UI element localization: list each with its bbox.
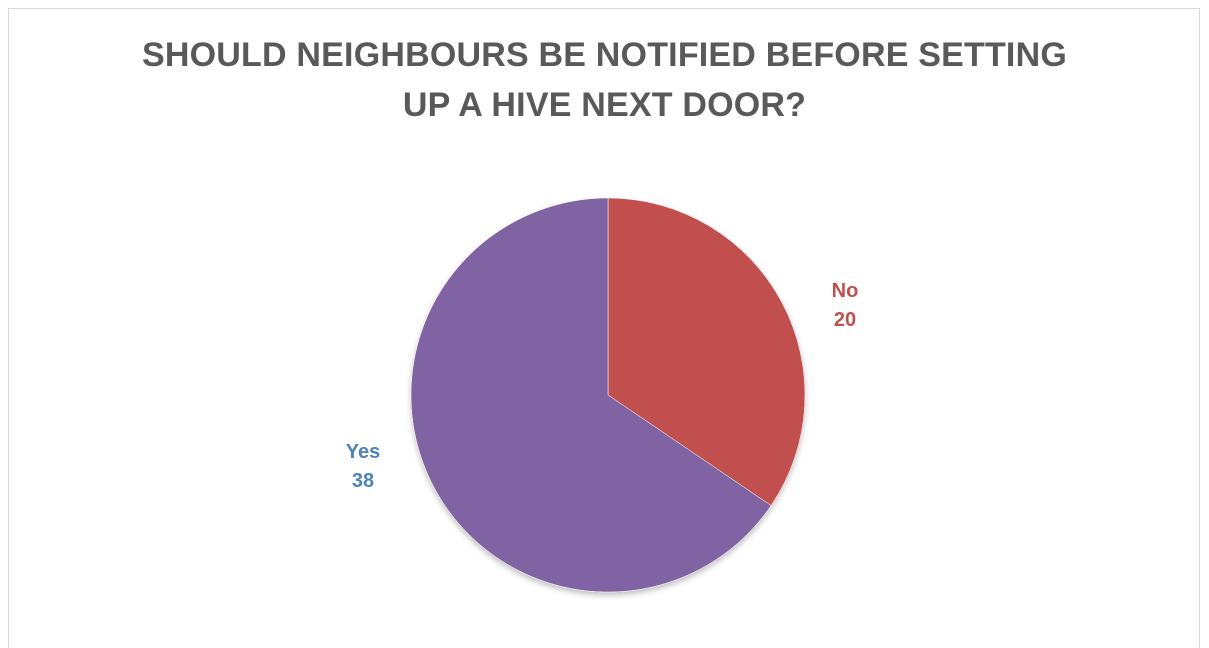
data-label-value: 20 xyxy=(834,309,856,331)
data-label-yes: Yes 38 xyxy=(346,441,380,492)
data-label-value: 38 xyxy=(352,470,374,492)
pie-slice-yes xyxy=(410,197,772,593)
pie-slice-no xyxy=(607,197,806,506)
chart-title-line-1: SHOULD NEIGHBOURS BE NOTIFIED BEFORE SET… xyxy=(142,36,1067,74)
pie-data-labels: No 20 Yes 38 xyxy=(346,280,859,492)
pie-slices xyxy=(410,197,806,593)
data-label-category: No xyxy=(832,280,859,302)
chart-title: SHOULD NEIGHBOURS BE NOTIFIED BEFORE SET… xyxy=(0,30,1209,130)
chart-title-line-2: UP A HIVE NEXT DOOR? xyxy=(402,86,807,124)
data-label-no: No 20 xyxy=(832,280,859,331)
data-label-category: Yes xyxy=(346,441,380,463)
